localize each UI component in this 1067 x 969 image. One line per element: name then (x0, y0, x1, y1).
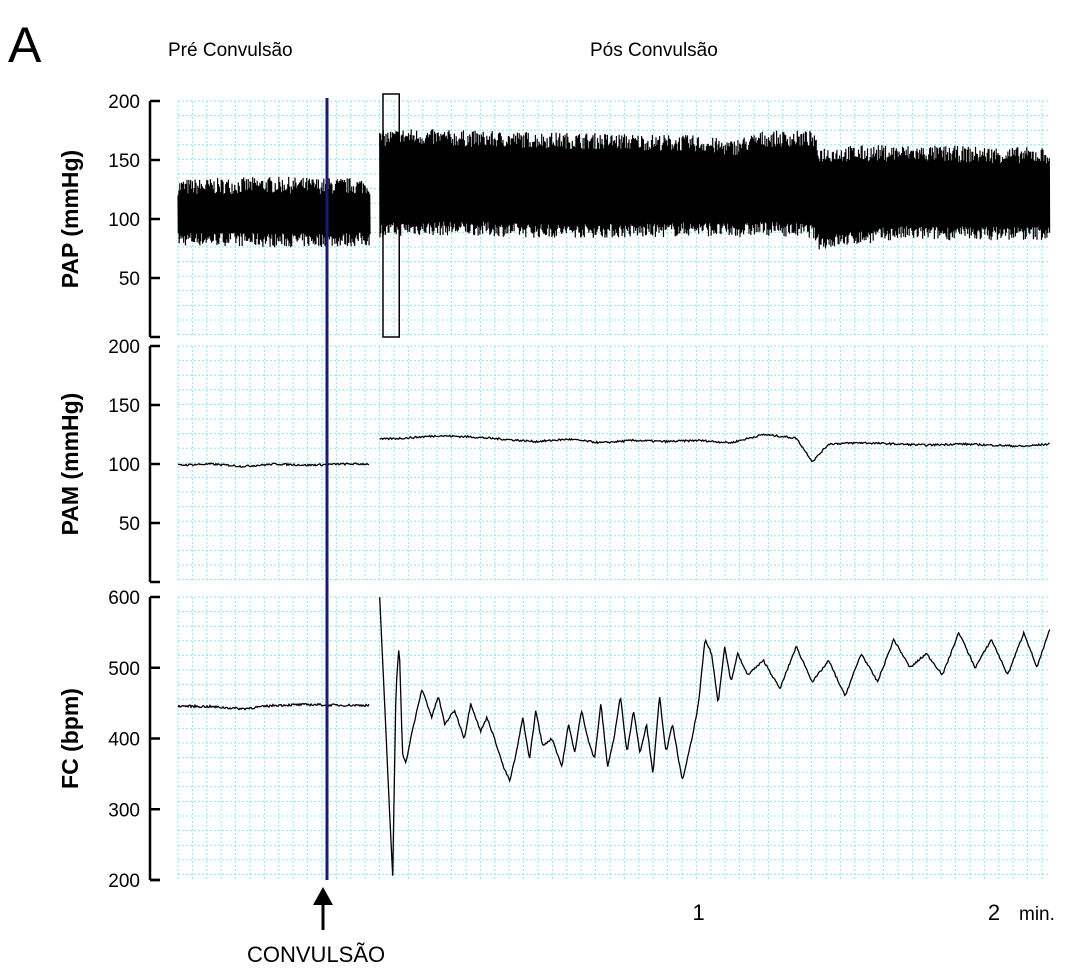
y-tick-label: 100 (108, 210, 140, 231)
highlight-box (382, 93, 401, 338)
y-axis-label: PAM (mmHg) (57, 393, 83, 536)
pam-trace-1 (379, 433, 1050, 462)
pam-trace-0 (177, 462, 370, 468)
y-tick-label: 200 (108, 337, 140, 358)
y-tick-label: 50 (119, 514, 140, 535)
y-axis-label: PAP (mmHg) (57, 150, 83, 288)
y-tick-label: 300 (108, 800, 140, 821)
panel-letter: A (8, 17, 42, 73)
event-arrow-head (313, 887, 333, 905)
pap-trace-1 (379, 129, 1051, 250)
fc-trace-0 (177, 702, 370, 711)
axes-layer: 50 100 150 200 PAP (mmHg) 50 100 150 200 PAM (mmH… (57, 92, 160, 892)
pap-trace-0 (177, 176, 371, 248)
x-axis-unit-label: min. (1019, 904, 1055, 925)
y-tick-label: 200 (108, 871, 140, 892)
trace-layer (177, 129, 1051, 876)
y-axis-label: FC (bpm) (57, 688, 83, 789)
phase-label-post: Pós Convulsão (590, 40, 718, 61)
y-tick-label: 50 (119, 269, 140, 290)
y-tick-label: 400 (108, 730, 140, 751)
x-tick-label: 1 (692, 900, 704, 925)
y-tick-label: 150 (108, 151, 140, 172)
x-tick-label: 2 (988, 900, 1000, 925)
phase-label-pre: Pré Convulsão (168, 40, 293, 61)
y-tick-label: 150 (108, 396, 140, 417)
y-tick-label: 200 (108, 92, 140, 113)
event-label: CONVULSÃO (247, 942, 385, 967)
fc-trace-1 (379, 597, 1051, 876)
y-tick-label: 600 (108, 588, 140, 609)
y-tick-label: 100 (108, 455, 140, 476)
y-tick-label: 500 (108, 659, 140, 680)
